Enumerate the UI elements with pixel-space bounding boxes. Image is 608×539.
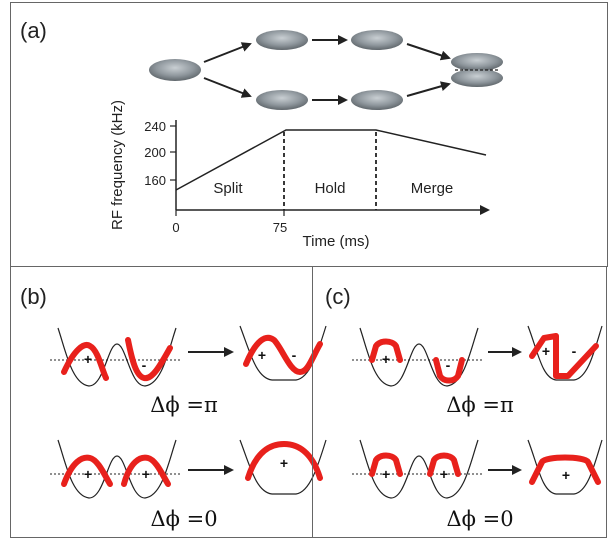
phase-hold-label: Hold	[315, 180, 346, 197]
y-tick-label-240: 240	[144, 119, 166, 134]
plus-sign: +	[382, 351, 390, 367]
x-tick-label-0: 0	[172, 220, 179, 235]
phase-merge-label: Merge	[411, 180, 454, 197]
single-well-potential	[527, 439, 603, 495]
y-axis-label: RF frequency (kHz)	[109, 100, 126, 230]
right-wavefunction	[121, 454, 171, 487]
minus-sign: -	[572, 343, 577, 359]
minus-sign: -	[292, 347, 297, 363]
cloud-diagram	[149, 30, 503, 110]
minus-sign: -	[446, 357, 451, 373]
merged-wavefunction	[245, 440, 323, 481]
panel-b	[10, 266, 313, 538]
lower-cloud-1	[256, 90, 308, 110]
panel-c-bottom-row: + + +	[352, 439, 603, 499]
phase-difference-zero: Δϕ =0	[150, 507, 217, 531]
plus-sign: +	[382, 466, 390, 482]
plus-sign: +	[562, 467, 570, 483]
left-wavefunction	[369, 452, 403, 477]
double-well-potential	[57, 439, 177, 499]
split-arrow-down	[203, 77, 252, 98]
y-tick-label-200: 200	[144, 145, 166, 160]
merge-arrow-down	[406, 81, 451, 97]
initial-cloud	[149, 59, 201, 81]
plus-sign: +	[84, 466, 92, 482]
minus-sign: -	[142, 357, 147, 373]
upper-cloud-2	[351, 30, 403, 50]
plus-sign: +	[440, 466, 448, 482]
left-wavefunction	[61, 342, 109, 381]
left-wavefunction	[369, 338, 403, 363]
phase-difference-pi: Δϕ =π	[446, 393, 514, 417]
merged-cloud-top	[451, 53, 503, 71]
merged-wavefunction	[529, 454, 601, 485]
x-tick-label-75: 75	[273, 220, 287, 235]
right-wavefunction	[427, 452, 461, 477]
plus-sign: +	[84, 351, 92, 367]
panel-c	[311, 266, 607, 538]
merged-wavefunction	[529, 333, 599, 379]
double-well-potential	[57, 327, 177, 387]
upper-cloud-1	[256, 30, 308, 50]
double-well-potential	[359, 439, 479, 499]
merge-arrow-up	[406, 43, 451, 61]
split-arrow-up	[203, 42, 252, 63]
plus-sign: +	[542, 343, 550, 359]
plus-sign: +	[280, 455, 288, 471]
panel-b-top-row: + - + -	[50, 325, 327, 387]
merged-wavefunction	[243, 334, 323, 376]
phase-difference-zero: Δϕ =0	[446, 507, 513, 531]
phase-difference-pi: Δϕ =π	[150, 393, 218, 417]
rf-ramp-line	[175, 129, 487, 191]
panel-c-label: (c)	[325, 284, 351, 309]
panel-b-label: (b)	[20, 284, 47, 309]
panel-c-top-row: + - + -	[352, 325, 603, 387]
panel-a-label: (a)	[20, 18, 47, 43]
x-axis-label: Time (ms)	[303, 233, 370, 250]
rf-ramp-plot: 240 200 160 0 75 Time (ms) RF frequency …	[109, 100, 490, 250]
single-well-potential	[239, 439, 327, 495]
y-tick-label-160: 160	[144, 173, 166, 188]
lower-cloud-2	[351, 90, 403, 110]
left-wavefunction	[61, 454, 113, 487]
panel-b-bottom-row: + + +	[50, 439, 327, 499]
plus-sign: +	[258, 347, 266, 363]
plus-sign: +	[142, 466, 150, 482]
phase-split-label: Split	[213, 180, 243, 197]
merged-cloud-bottom	[451, 69, 503, 87]
right-wavefunction	[125, 337, 173, 382]
right-wavefunction	[433, 357, 465, 384]
